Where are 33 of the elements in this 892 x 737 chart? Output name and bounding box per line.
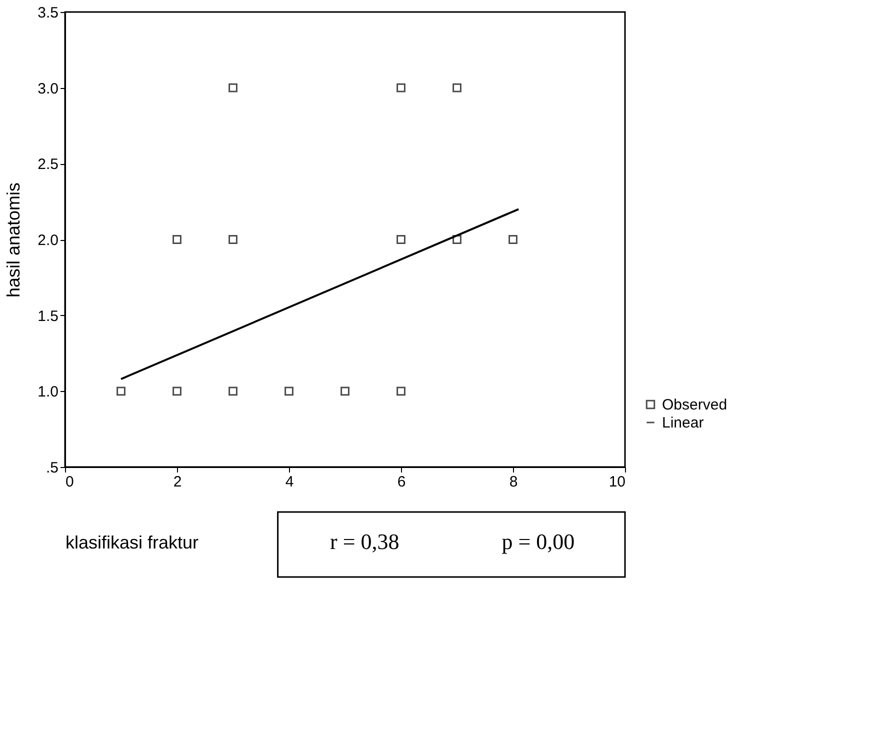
y-tick-label: 3.0 [38, 80, 58, 98]
text: r = 0,38 [330, 529, 400, 554]
point [396, 386, 406, 396]
point [228, 83, 238, 92]
y-tick-label: .5 [46, 460, 58, 476]
x-tick-label: 10 [608, 474, 626, 490]
x-tick-label: 0 [66, 474, 74, 490]
point [172, 235, 182, 244]
y-tick-label: 2.0 [38, 232, 58, 249]
x-tick-label: 2 [173, 474, 182, 490]
x-tick-label: 8 [509, 474, 518, 490]
x-axis-title: klasifikasi fraktur [66, 532, 199, 552]
legend-label: Observed [662, 396, 728, 414]
point [228, 386, 238, 396]
point [116, 386, 126, 396]
point [452, 83, 462, 92]
y-axis-title: hasil anatomis [4, 182, 24, 298]
legend-label: Linear [662, 414, 704, 432]
point [284, 386, 294, 396]
point [508, 235, 518, 244]
point [172, 386, 182, 396]
point [228, 235, 238, 244]
point [396, 235, 406, 244]
point [452, 235, 462, 244]
y-tick-label: 3.5 [38, 4, 58, 22]
y-tick-label: 2.5 [38, 156, 58, 174]
y-tick-label: 1.0 [38, 384, 58, 401]
text: p = 0,00 [502, 529, 575, 554]
point [396, 83, 406, 92]
point [340, 386, 350, 396]
x-tick-label: 6 [397, 474, 406, 490]
y-tick-label: 1.5 [38, 308, 58, 325]
x-tick-label: 4 [285, 474, 294, 490]
